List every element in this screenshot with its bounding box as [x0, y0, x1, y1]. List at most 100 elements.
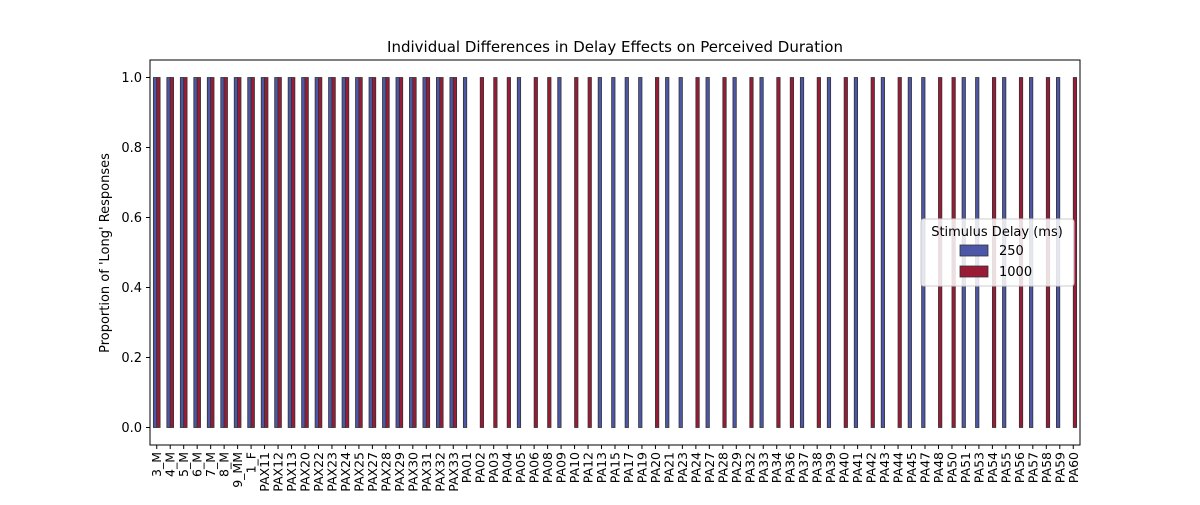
- bar-4_M-1000: [169, 77, 174, 428]
- x-tick-label-PA51: PA51: [958, 452, 973, 483]
- bar-PA03-1000: [493, 77, 498, 428]
- bar-PA13-250: [597, 77, 602, 428]
- bar-PA23-250: [678, 77, 683, 428]
- bar-PAX31-250: [422, 77, 427, 428]
- bar-PAX28-1000: [385, 77, 390, 428]
- x-tick-label-PA21: PA21: [661, 452, 676, 483]
- bar-PAX28-250: [382, 77, 387, 428]
- x-tick-label-PA55: PA55: [998, 452, 1013, 483]
- bar-PA02-1000: [479, 77, 484, 428]
- x-tick-label-4_M: 4_M: [163, 452, 178, 477]
- x-tick-label-PAX23: PAX23: [324, 452, 339, 492]
- y-tick-label: 0.2: [121, 351, 142, 366]
- bar-PA24-1000: [695, 77, 700, 428]
- x-tick-label-PA15: PA15: [608, 452, 623, 483]
- x-tick-label-PAX29: PAX29: [392, 452, 407, 492]
- legend-title: Stimulus Delay (ms): [931, 225, 1063, 240]
- bar-PA36-1000: [789, 77, 794, 428]
- x-tick-label-PA17: PA17: [621, 452, 636, 483]
- bar-PA19-250: [638, 77, 643, 428]
- x-tick-label-PA38: PA38: [810, 452, 825, 483]
- x-tick-label-PAX12: PAX12: [271, 452, 286, 492]
- bar-9_MM-1000: [237, 77, 242, 428]
- x-tick-label-PA03: PA03: [486, 452, 501, 483]
- x-tick-label-PA06: PA06: [527, 452, 542, 483]
- x-tick-label-PAX30: PAX30: [405, 452, 420, 492]
- x-tick-label-PA01: PA01: [459, 452, 474, 483]
- x-tick-label-PA57: PA57: [1025, 452, 1040, 483]
- bar-3_M-1000: [156, 77, 161, 428]
- bar-PAX32-1000: [439, 77, 444, 428]
- bar-PAX22-1000: [318, 77, 323, 428]
- x-tick-label-PA50: PA50: [944, 452, 959, 483]
- x-tick-label-PA56: PA56: [1012, 452, 1027, 483]
- x-tick-label-PA09: PA09: [554, 452, 569, 483]
- bar-PA33-250: [759, 77, 764, 428]
- x-tick-label-PAX32: PAX32: [432, 452, 447, 492]
- bar-PA41-250: [853, 77, 859, 428]
- y-tick-label: 0.8: [121, 141, 142, 156]
- bar-PAX12-1000: [277, 77, 282, 428]
- bar-PAX12-250: [274, 77, 279, 428]
- bar-PA21-250: [665, 77, 670, 428]
- bar-1_F-250: [247, 77, 252, 428]
- x-tick-label-PA05: PA05: [513, 452, 528, 483]
- bar-6_M-250: [193, 77, 198, 428]
- bar-PAX25-1000: [358, 77, 363, 428]
- bar-PA17-250: [624, 77, 629, 428]
- x-tick-label-5_M: 5_M: [176, 452, 191, 477]
- x-tick-label-PA20: PA20: [648, 452, 663, 483]
- x-tick-label-PA37: PA37: [796, 452, 811, 483]
- x-tick-label-PA44: PA44: [891, 452, 906, 483]
- bar-PAX13-250: [287, 77, 292, 428]
- bar-PA04-1000: [506, 77, 511, 428]
- bar-PA34-1000: [776, 77, 781, 428]
- x-tick-label-PA54: PA54: [985, 452, 1000, 483]
- bar-PA08-1000: [547, 77, 552, 428]
- x-tick-label-PAX13: PAX13: [284, 452, 299, 492]
- bar-PA45-250: [907, 77, 912, 428]
- x-tick-label-PA33: PA33: [756, 452, 771, 483]
- x-tick-label-PAX28: PAX28: [378, 452, 393, 492]
- x-tick-label-PA29: PA29: [729, 452, 744, 483]
- bar-PAX23-250: [328, 77, 333, 428]
- x-tick-label-PA27: PA27: [702, 452, 717, 483]
- bar-PA20-1000: [655, 77, 660, 428]
- x-tick-label-PAX11: PAX11: [257, 452, 272, 492]
- x-tick-label-PAX24: PAX24: [338, 452, 353, 492]
- legend: Stimulus Delay (ms) 250 1000: [920, 218, 1075, 287]
- bar-PAX27-1000: [371, 77, 377, 428]
- bar-5_M-1000: [183, 77, 188, 428]
- bar-PAX11-1000: [264, 77, 269, 428]
- x-tick-label-PA40: PA40: [837, 452, 852, 483]
- bar-PA32-1000: [749, 77, 754, 428]
- bar-4_M-250: [166, 77, 171, 428]
- x-tick-label-PA43: PA43: [877, 452, 892, 483]
- x-tick-label-PA08: PA08: [540, 452, 555, 483]
- bar-PAX31-1000: [425, 77, 431, 428]
- y-tick-label: 0.4: [121, 281, 142, 296]
- x-tick-label-PA13: PA13: [594, 452, 609, 483]
- bar-PA10-1000: [574, 77, 579, 428]
- bar-PA09-250: [557, 77, 562, 428]
- bar-PA27-250: [705, 77, 710, 428]
- bar-PA01-250: [462, 77, 468, 428]
- legend-swatch-250: [959, 244, 989, 257]
- bar-7_M-1000: [210, 77, 215, 428]
- x-tick-label-PA02: PA02: [473, 452, 488, 483]
- bar-PAX29-1000: [398, 77, 404, 428]
- legend-swatch-1000: [959, 265, 989, 278]
- x-tick-label-PAX22: PAX22: [311, 452, 326, 492]
- x-tick-label-PA48: PA48: [931, 452, 946, 483]
- x-tick-label-6_M: 6_M: [190, 452, 205, 477]
- x-tick-label-PAX31: PAX31: [419, 452, 434, 492]
- bar-PA12-1000: [587, 77, 592, 428]
- bar-PAX25-250: [355, 77, 360, 428]
- y-tick-label: 1.0: [121, 71, 142, 86]
- bar-PAX27-250: [368, 77, 373, 428]
- bar-PA44-1000: [897, 77, 902, 428]
- legend-label-250: 250: [999, 244, 1024, 259]
- y-tick-label: 0.0: [121, 421, 142, 436]
